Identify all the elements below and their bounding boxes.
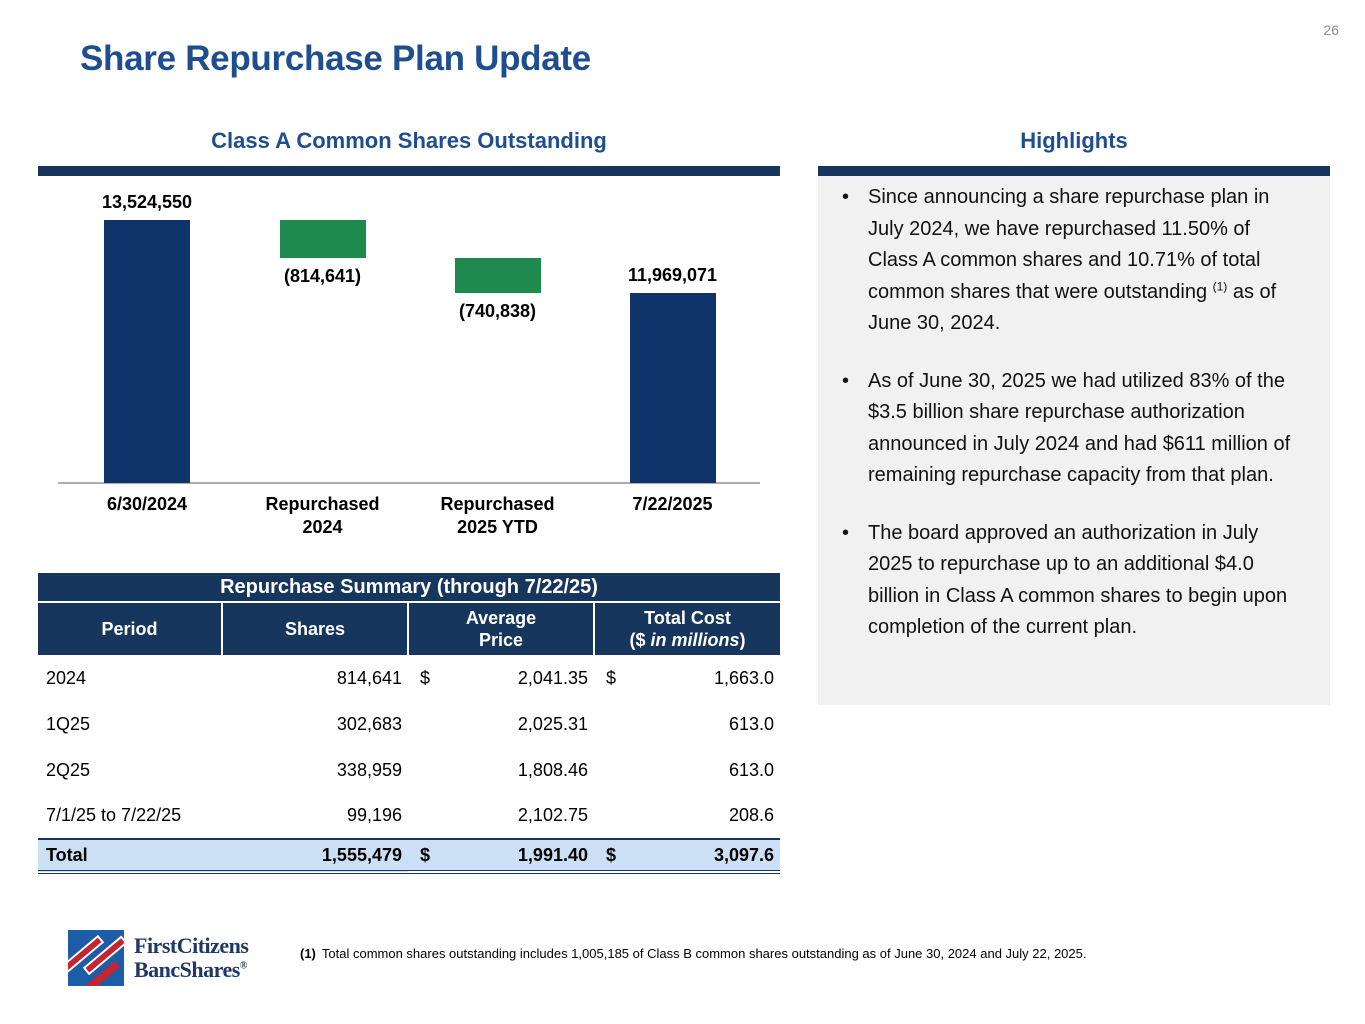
bullet-marker: • <box>842 521 850 544</box>
table-total-row: Total 1,555,479 $1,991.40 $3,097.6 <box>38 838 781 874</box>
cell-shares: 814,641 <box>336 667 402 688</box>
footnote-marker: (1) <box>300 946 316 961</box>
first-citizens-logo-icon <box>68 930 124 986</box>
table-header-row: Period Shares Average Price Total Cost ($ … <box>38 602 781 655</box>
table-title: Repurchase Summary (through 7/22/25) <box>38 573 781 603</box>
cell-average-price: 2,025.31 <box>517 713 588 734</box>
highlights-title-rule <box>818 166 1330 176</box>
table-panel: Repurchase Summary (through 7/22/25) Per… <box>38 573 781 874</box>
chart-title-rule <box>38 166 780 176</box>
highlights-title: Highlights <box>1020 128 1128 153</box>
bullet-marker: • <box>842 369 850 392</box>
table-row: 2Q25 338,959 1,808.46 613.0 <box>38 747 780 793</box>
cell-shares: 302,683 <box>336 713 402 734</box>
table-row: 7/1/25 to 7/22/25 99,196 2,102.75 208.6 <box>38 793 780 839</box>
cell-shares: 1,555,479 <box>222 838 408 874</box>
logo-wordmark: FirstCitizens BancShares® <box>134 933 249 982</box>
dollar-sign: $ <box>606 667 617 688</box>
table-row: 1Q25 302,683 2,025.31 613.0 <box>38 701 780 747</box>
chart-panel: Class A Common Shares Outstanding 13,524… <box>38 126 780 561</box>
cell-period: 2Q25 <box>46 759 91 780</box>
bullet-item: • Since announcing a share repurchase pl… <box>842 182 1298 340</box>
page-number: 26 <box>1323 22 1339 38</box>
chart-baseline <box>58 482 760 484</box>
bar-value-label: 11,969,071 <box>627 265 718 286</box>
waterfall-chart: 13,524,550 6/30/2024 (814,641) Repurchased 2… <box>38 176 780 561</box>
table-row: 2024 814,641 $2,041.35 $1,663.0 <box>38 655 780 701</box>
footnote: (1) Total common shares outstanding inclu… <box>300 946 1086 961</box>
highlights-box: • Since announcing a share repurchase pl… <box>818 176 1330 705</box>
dollar-sign: $ <box>420 667 431 688</box>
cell-period: 1Q25 <box>46 713 91 734</box>
table-title-row: Repurchase Summary (through 7/22/25) <box>38 573 781 603</box>
registered-mark: ® <box>239 960 247 972</box>
cell-shares: 99,196 <box>346 805 402 825</box>
logo-line1: FirstCitizens <box>134 933 249 959</box>
logo-line2: BancShares® <box>134 957 247 982</box>
cell-average-price: $2,041.35 <box>420 667 588 688</box>
x-axis-label: Repurchased 2024 <box>265 494 380 538</box>
cell-total-cost: 613.0 <box>728 759 775 780</box>
bar-value-label: (814,641) <box>283 266 362 287</box>
bullet-text: As of June 30, 2025 we had utilized 83% … <box>868 369 1291 487</box>
x-axis-label: Repurchased 2025 YTD <box>440 494 555 538</box>
bullet-text: Since announcing a share repurchase plan… <box>868 186 1277 334</box>
company-logo: FirstCitizens BancShares® <box>68 930 249 986</box>
chart-bar-decrease <box>454 258 541 294</box>
cell-period: 2024 <box>46 667 87 688</box>
dollar-sign: $ <box>420 844 431 865</box>
footnote-reference: (1) <box>1212 278 1228 293</box>
cell-average-price: 2,102.75 <box>517 805 588 825</box>
bar-value-label: 13,524,550 <box>101 192 193 212</box>
cell-period: Total <box>38 838 222 874</box>
bullet-text: The board approved an authorization in J… <box>868 521 1288 639</box>
bar-value-label: (740,838) <box>458 301 537 322</box>
bullet-marker: • <box>842 186 850 208</box>
col-header-period: Period <box>38 602 222 655</box>
page-title: Share Repurchase Plan Update <box>80 39 591 78</box>
cell-shares: 338,959 <box>336 759 402 780</box>
footnote-text: Total common shares outstanding includes… <box>321 946 1087 961</box>
col-header-total-cost: Total Cost ($ in millions) <box>592 602 781 655</box>
repurchase-summary-table: Repurchase Summary (through 7/22/25) Per… <box>38 573 781 874</box>
chart-title: Class A Common Shares Outstanding <box>211 128 607 153</box>
highlights-panel: Highlights • Since announcing a share re… <box>818 126 1330 705</box>
cell-total-cost: 613.0 <box>728 713 775 734</box>
cell-average-price: 1,808.46 <box>517 759 588 780</box>
cell-total-cost: 208.6 <box>728 805 775 825</box>
cell-average-price: $1,991.40 <box>408 838 594 874</box>
chart-bar-total <box>629 293 716 483</box>
cell-period: 7/1/25 to 7/22/25 <box>46 805 182 825</box>
bullet-item: • As of June 30, 2025 we had utilized 83… <box>842 366 1298 492</box>
x-axis-label: 7/22/2025 <box>632 494 713 514</box>
col-header-average-price: Average Price <box>407 602 594 655</box>
cell-total-cost: $3,097.6 <box>594 838 781 874</box>
col-header-shares: Shares <box>221 602 408 655</box>
bullet-item: • The board approved an authorization in… <box>842 518 1298 644</box>
dollar-sign: $ <box>606 844 617 865</box>
x-axis-label: 6/30/2024 <box>106 494 188 514</box>
cell-total-cost: $1,663.0 <box>606 667 775 688</box>
chart-bar-decrease <box>279 220 366 259</box>
chart-bar-total <box>104 220 190 483</box>
